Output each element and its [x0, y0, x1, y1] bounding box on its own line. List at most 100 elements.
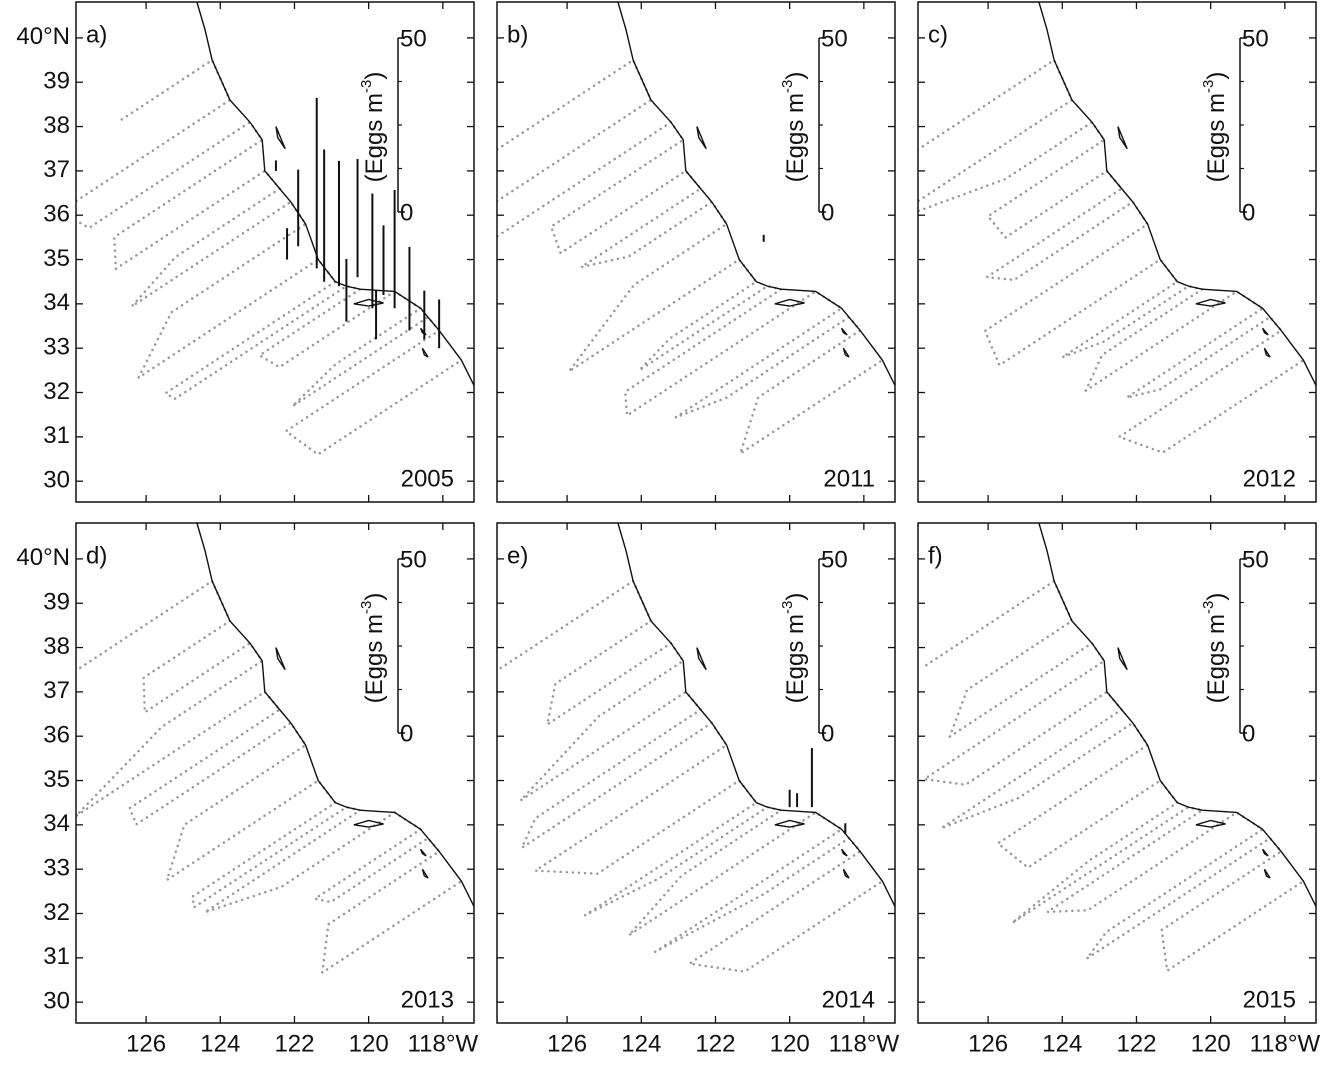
panel-label: c): [928, 21, 948, 48]
island: [353, 298, 384, 307]
y-tick-label: 32: [43, 378, 70, 405]
scale-label-exponent: -3: [358, 80, 375, 93]
panel-frame: [75, 1, 475, 503]
map-content: [76, 2, 474, 457]
island: [696, 647, 707, 671]
x-tick-label: 124: [1042, 1030, 1082, 1057]
panel-frame: [75, 522, 475, 1024]
y-tick-label: 37: [43, 156, 70, 183]
map-content: [497, 523, 895, 973]
y-tick-label: 40°N: [16, 544, 70, 571]
coastline: [1038, 523, 1316, 907]
scale-label: (Eggs m-3): [1200, 72, 1230, 183]
island: [774, 819, 805, 828]
x-tick-label: 122: [695, 1030, 735, 1057]
scale-label-text: (Eggs m: [782, 93, 809, 182]
x-tick-label: 118°W: [829, 1030, 900, 1057]
survey-track: [76, 579, 463, 976]
scale-label-close: ): [361, 593, 388, 601]
y-tick-label: 39: [43, 589, 70, 616]
scale-label: (Eggs m-3): [779, 593, 809, 704]
coastline: [617, 523, 895, 907]
panel-label: f): [928, 542, 943, 569]
panel-frame: [917, 1, 1317, 503]
y-tick-label: 33: [43, 855, 70, 882]
island: [1263, 868, 1271, 879]
coastline: [196, 523, 474, 907]
y-tick-label: 30: [43, 988, 70, 1015]
y-tick-label: 30: [43, 467, 70, 494]
panel-year: 2011: [823, 465, 875, 492]
island: [1117, 126, 1128, 150]
island: [696, 126, 707, 150]
map-panel: 0 50 (Eggs m-3) c) 2012: [917, 1, 1317, 503]
coastline: [1038, 2, 1316, 386]
y-tick-label: 38: [43, 633, 70, 660]
y-tick-label: 38: [43, 112, 70, 139]
scale-tick-label: 0: [821, 199, 834, 226]
scale-tick-label: 50: [400, 546, 427, 573]
x-tick-label: 120: [349, 1030, 389, 1057]
panel-frame: [917, 522, 1317, 1024]
coastline: [196, 2, 474, 386]
island: [842, 868, 850, 879]
scale-label: (Eggs m-3): [358, 593, 388, 704]
island: [1263, 347, 1271, 358]
panel-frame: [496, 1, 896, 503]
x-tick-label: 120: [1191, 1030, 1231, 1057]
scale-tick-label: 50: [1242, 25, 1269, 52]
x-tick-label: 126: [968, 1030, 1008, 1057]
y-tick-label: 39: [43, 68, 70, 95]
survey-track: [497, 58, 884, 457]
scale-tick-label: 0: [1242, 720, 1255, 747]
y-tick-label: 37: [43, 677, 70, 704]
panel-label: a): [86, 21, 107, 48]
panel-label: d): [86, 542, 107, 569]
y-tick-label: 35: [43, 766, 70, 793]
map-panel: 40°N 39 38 37 36 35 34 33 32 31 30 0 50 (Eggs m-3) a) 2…: [16, 1, 475, 503]
island: [275, 126, 286, 150]
scale-label-text: (Eggs m: [361, 614, 388, 703]
scale-label: (Eggs m-3): [1200, 593, 1230, 704]
panel-year: 2013: [401, 986, 454, 1013]
y-tick-label: 36: [43, 201, 70, 228]
x-tick-label: 126: [126, 1030, 166, 1057]
scale-label-text: (Eggs m: [1203, 614, 1230, 703]
island: [1195, 298, 1226, 307]
map-content: [497, 2, 895, 457]
island: [1117, 647, 1128, 671]
map-panel: 126 124 122 120 118°W 40°N 39 38 37 36 35 34 33 32 31 3…: [16, 522, 478, 1057]
survey-track: [76, 58, 463, 457]
x-tick-label: 122: [274, 1030, 314, 1057]
y-tick-label: 33: [43, 334, 70, 361]
scale-label-text: (Eggs m: [1203, 93, 1230, 182]
x-tick-label: 122: [1116, 1030, 1156, 1057]
island: [1261, 327, 1269, 336]
x-tick-label: 120: [770, 1030, 810, 1057]
map-panel: 126 124 122 120 118°W 0 50 (Eggs m-3) f) 2015: [917, 522, 1320, 1057]
x-tick-label: 124: [621, 1030, 661, 1057]
scale-label-close: ): [782, 72, 809, 80]
scale-tick-label: 50: [821, 25, 848, 52]
panel-year: 2012: [1243, 465, 1296, 492]
island: [774, 298, 805, 307]
scale-tick-label: 0: [1242, 199, 1255, 226]
scale-tick-label: 0: [400, 720, 413, 747]
scale-label-close: ): [782, 593, 809, 601]
scale-label-text: (Eggs m: [782, 614, 809, 703]
scale-label-exponent: -3: [358, 601, 375, 614]
panel-label: b): [507, 21, 528, 48]
scale-tick-label: 0: [821, 720, 834, 747]
survey-track: [920, 579, 1305, 973]
y-tick-label: 36: [43, 722, 70, 749]
island: [419, 848, 427, 857]
map-content: [76, 523, 474, 976]
y-tick-label: 35: [43, 245, 70, 272]
map-content: [918, 2, 1316, 454]
island: [840, 327, 848, 336]
y-tick-label: 32: [43, 899, 70, 926]
x-tick-label: 126: [547, 1030, 587, 1057]
survey-track: [497, 579, 884, 973]
scale-label-exponent: -3: [779, 80, 796, 93]
